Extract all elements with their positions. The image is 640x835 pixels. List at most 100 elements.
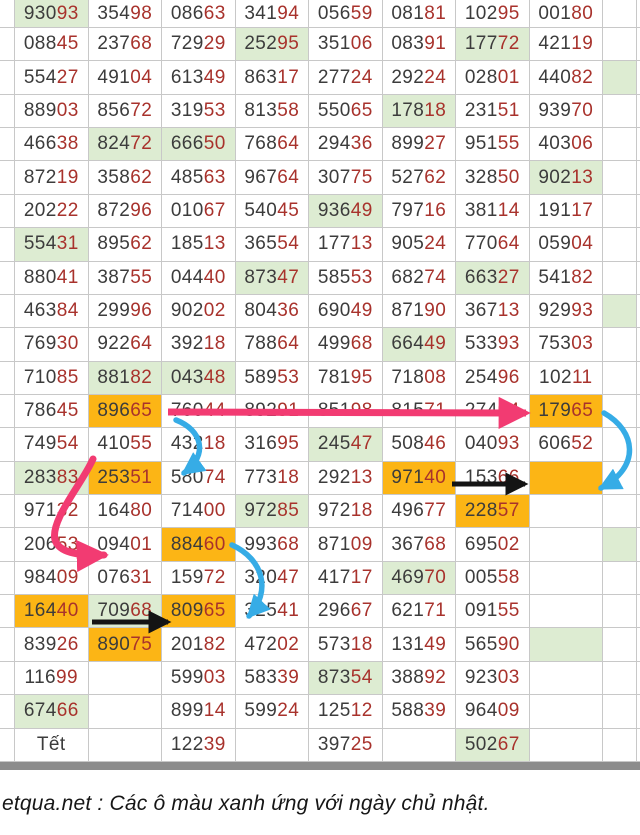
number-cell: 392 18 — [162, 328, 236, 362]
number-tail-digits: 18 — [424, 99, 447, 121]
number-cell: 178 18 — [382, 94, 456, 129]
number-cell: 929 93 — [529, 294, 603, 329]
number-head-digits: 005 — [464, 566, 498, 588]
number-head-digits: 714 — [170, 500, 204, 522]
number-tail-digits: 39 — [424, 700, 447, 722]
number-tail-digits: 09 — [56, 566, 79, 588]
filler-cell — [637, 662, 640, 696]
number-cell: 889 03 — [15, 94, 89, 129]
number-cell — [529, 628, 603, 662]
edge-cell — [603, 194, 637, 229]
number-head-digits: 554 — [23, 66, 57, 88]
number-cell: 797 16 — [382, 194, 456, 229]
number-tail-digits: 70 — [571, 99, 594, 121]
number-head-digits: 710 — [23, 366, 57, 388]
table-row: 674 66 899 14 599 24 125 12 588 39 964 09 — [0, 695, 640, 729]
number-tail-digits: 30 — [56, 333, 79, 355]
number-cell: Tết — [15, 728, 89, 762]
number-cell: 971 32 — [15, 495, 89, 529]
number-tail-digits: 36 — [277, 300, 300, 322]
number-cell: 159 72 — [162, 561, 236, 596]
number-head-digits: 102 — [464, 2, 498, 24]
number-cell: 043 48 — [162, 361, 236, 395]
number-head-digits: 059 — [538, 233, 572, 255]
number-head-digits: 585 — [317, 266, 351, 288]
number-head-digits: 387 — [97, 266, 131, 288]
filler-cell — [637, 0, 640, 28]
number-cell: 094 01 — [88, 528, 162, 562]
number-cell: 599 24 — [235, 695, 309, 729]
number-head-digits: 880 — [23, 266, 57, 288]
number-cell: 245 47 — [309, 428, 383, 462]
number-head-digits: 088 — [23, 33, 57, 55]
number-head-digits: 296 — [317, 600, 351, 622]
number-tail-digits: 00 — [203, 500, 226, 522]
number-cell: 993 68 — [235, 528, 309, 562]
number-tail-digits: 40 — [203, 266, 226, 288]
number-head-digits: 076 — [97, 566, 131, 588]
number-head-digits: 856 — [97, 99, 131, 121]
number-cell: 872 19 — [15, 161, 89, 195]
number-cell: 760 44 — [162, 394, 236, 429]
number-cell: 714 00 — [162, 495, 236, 529]
edge-cell — [603, 461, 637, 496]
number-tail-digits: 82 — [130, 366, 153, 388]
number-cell: 863 17 — [235, 61, 309, 95]
number-head-digits: 871 — [391, 300, 425, 322]
number-cell: 902 13 — [529, 161, 603, 195]
number-cell: 397 25 — [309, 728, 383, 762]
edge-cell — [603, 261, 637, 295]
number-cell: 040 93 — [456, 428, 530, 462]
number-cell: 872 96 — [88, 194, 162, 229]
number-cell: 666 50 — [162, 128, 236, 162]
row-stub-cell — [0, 128, 15, 162]
row-stub-cell — [0, 61, 15, 95]
number-cell: 613 49 — [162, 61, 236, 95]
number-cell: 283 83 — [15, 461, 89, 496]
number-tail-digits: 45 — [56, 33, 79, 55]
number-head-digits: 294 — [317, 133, 351, 155]
number-head-digits: 770 — [464, 233, 498, 255]
number-cell: 851 98 — [309, 394, 383, 429]
number-tail-digits: 55 — [130, 433, 153, 455]
table-row: 984 09 076 31 159 72 320 47 417 17 469 70 005 58 — [0, 561, 640, 596]
number-head-digits: 769 — [23, 333, 57, 355]
number-tail-digits: 63 — [203, 2, 226, 24]
number-cell: 884 60 — [162, 528, 236, 562]
number-head-digits: 010 — [170, 199, 204, 221]
number-cell: 902 02 — [162, 294, 236, 329]
number-head-digits: 102 — [539, 366, 572, 388]
number-head-digits: 984 — [23, 566, 57, 588]
number-head-digits: 508 — [391, 433, 425, 455]
number-tail-digits: 02 — [203, 300, 226, 322]
number-cell: 177 13 — [309, 228, 383, 262]
number-cell: 410 55 — [88, 428, 162, 462]
number-head-digits: 206 — [23, 533, 57, 555]
number-head-digits: 621 — [391, 600, 425, 622]
number-head-digits: 768 — [244, 133, 278, 155]
filler-cell — [637, 495, 640, 529]
table-row: 466 38 824 72 666 50 768 64 294 36 899 27 951 55 403 06 — [0, 128, 640, 162]
number-tail-digits: 96 — [497, 366, 520, 388]
number-head-digits: 164 — [97, 500, 131, 522]
number-head-digits: 881 — [97, 366, 131, 388]
number-tail-digits: 13 — [350, 233, 373, 255]
number-head-digits: 299 — [97, 300, 131, 322]
filler-cell — [637, 462, 640, 496]
filler-cell — [637, 95, 640, 129]
number-cell: 274 04 — [456, 394, 530, 429]
number-tail-digits: 13 — [571, 166, 594, 188]
number-tail-digits: 01 — [497, 66, 520, 88]
table-row: 283 83 253 51 580 74 773 18 292 13 971 40 153 66 — [0, 461, 640, 496]
filler-cell — [637, 562, 640, 596]
number-cell: 179 65 — [529, 394, 603, 429]
edge-cell — [603, 61, 637, 95]
number-tail-digits: 27 — [424, 133, 447, 155]
number-head-digits: 083 — [391, 33, 425, 55]
table-row: 554 27 491 04 613 49 863 17 277 24 292 24 028 01 440 82 — [0, 61, 640, 95]
number-head-digits: 466 — [23, 133, 57, 155]
number-tail-digits: 95 — [497, 2, 520, 24]
number-tail-digits: 03 — [571, 333, 594, 355]
number-cell: 254 96 — [456, 361, 530, 395]
number-cell: 967 64 — [235, 161, 309, 195]
